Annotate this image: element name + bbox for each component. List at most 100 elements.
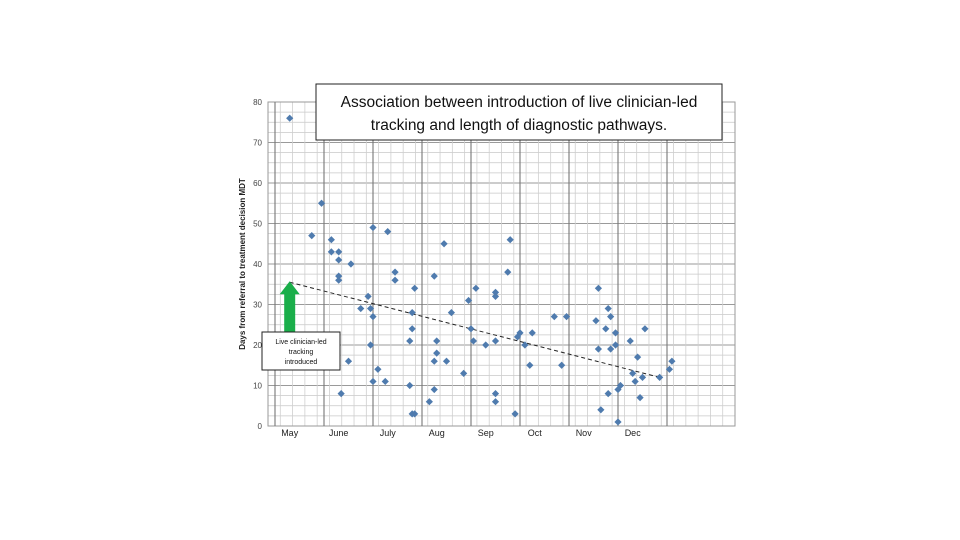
data-point [286,114,294,122]
data-point [594,284,602,292]
data-point [411,410,419,418]
data-point [602,325,610,333]
data-point [406,337,414,345]
data-point [369,223,377,232]
data-point [607,345,615,353]
data-points [286,114,676,426]
data-point [513,333,522,341]
data-point [433,349,441,357]
data-point [521,341,529,349]
data-point [636,394,644,402]
data-point [665,365,674,373]
data-point [491,398,500,406]
data-point [391,268,399,276]
data-point [550,313,558,321]
trendline-group [289,281,660,378]
data-point [558,361,566,369]
data-point [335,276,343,284]
data-point [482,341,490,349]
up-arrow-icon [279,281,300,332]
data-point [366,341,375,349]
month-label: Dec [625,428,642,438]
data-point [369,377,377,386]
y-tick-labels: 0 10 20 30 40 50 60 70 80 [253,98,262,431]
chart-title-line-2: tracking and length of diagnostic pathwa… [371,117,667,134]
data-point [504,268,512,276]
month-label: Aug [429,428,445,438]
data-point [469,337,478,345]
y-tick-label: 10 [253,382,262,391]
data-point [327,236,335,244]
data-point [631,377,639,386]
data-point [381,377,389,386]
data-point [430,357,438,365]
data-point [614,418,622,426]
y-tick-label: 20 [253,341,262,350]
data-point [491,390,500,398]
data-point [641,325,649,333]
data-point [308,232,316,240]
data-point [317,199,326,207]
y-tick-label: 80 [253,98,262,107]
data-point [411,284,419,292]
data-point [611,341,620,349]
data-point [433,337,441,345]
data-point [594,345,602,353]
data-point [616,381,625,390]
data-point [562,313,571,321]
intervention-annotation: Live clinician-led tracking introduced [261,281,341,371]
trendline [289,281,660,378]
data-point [638,373,647,381]
data-point [629,369,637,377]
month-labels: May June July Aug Sep Oct Nov Dec [281,428,641,438]
data-point [467,325,475,333]
data-point [668,357,676,365]
data-point [460,369,468,377]
data-point [408,325,416,333]
month-label: Nov [576,428,593,438]
month-label: June [329,428,349,438]
data-point [391,276,399,284]
data-point [526,361,534,369]
data-point [384,228,392,236]
data-point [516,329,524,337]
data-point [626,337,634,345]
y-tick-label: 70 [253,139,262,148]
month-label: Sep [478,428,494,438]
data-point [357,304,365,313]
month-separators [274,102,668,426]
data-point [506,236,514,244]
data-point [611,329,620,337]
data-point [464,296,473,305]
y-tick-label: 60 [253,179,262,188]
annotation-line-1: Live clinician-led [275,339,326,346]
data-point [425,398,433,406]
data-point [491,288,500,296]
data-point [597,406,605,414]
data-point [634,353,642,361]
data-point [656,373,664,381]
data-point [335,248,343,256]
data-point [366,304,375,313]
data-point [344,357,353,365]
data-point [491,292,500,300]
data-point [337,390,345,398]
data-point [528,329,536,337]
data-point [447,309,455,317]
data-point [442,357,451,365]
data-point [472,284,480,292]
data-point [347,260,355,268]
y-tick-label: 0 [258,422,263,431]
data-point [335,256,343,264]
annotation-line-2: tracking [289,349,314,356]
data-point [592,317,600,325]
data-point [364,292,372,300]
data-point [440,240,448,248]
chart-grid [267,101,736,427]
data-point [430,272,438,280]
month-label: May [281,428,299,438]
data-point [511,410,519,418]
y-tick-label: 40 [253,260,262,269]
month-label: Oct [528,428,543,438]
